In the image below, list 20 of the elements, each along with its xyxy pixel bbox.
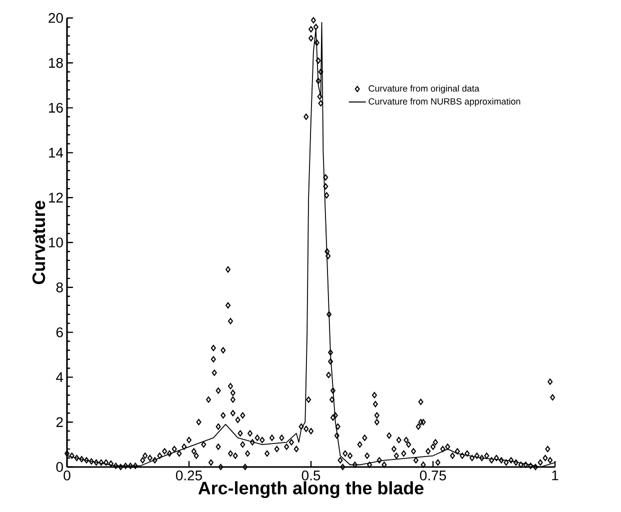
y-tick-label: 2 (56, 417, 63, 427)
y-tick-label: 4 (56, 372, 64, 382)
y-tick-label: 18 (49, 58, 63, 68)
y-tick-label: 8 (56, 282, 63, 292)
x-tick-label: 0 (64, 470, 70, 480)
x-tick-label: 0.75 (420, 470, 446, 480)
y-tick-label: 10 (49, 238, 63, 248)
y-tick-label: 20 (48, 13, 63, 23)
x-tick-label: 0.25 (176, 470, 202, 480)
x-tick-label: 0.5 (302, 470, 320, 480)
y-tick-label: 6 (56, 327, 63, 338)
y-tick-label: 0 (56, 462, 63, 472)
y-axis-title: Curvature (32, 200, 46, 284)
x-axis-title: Arc-length along the blade (198, 481, 424, 498)
legend-label: Curvature from original data (368, 85, 480, 94)
x-tick-label: 1 (552, 470, 558, 480)
y-tick-label: 14 (49, 148, 64, 158)
y-tick-label: 16 (49, 102, 63, 113)
y-tick-label: 12 (49, 192, 63, 202)
legend-label: Curvature from NURBS approximation (368, 98, 520, 106)
